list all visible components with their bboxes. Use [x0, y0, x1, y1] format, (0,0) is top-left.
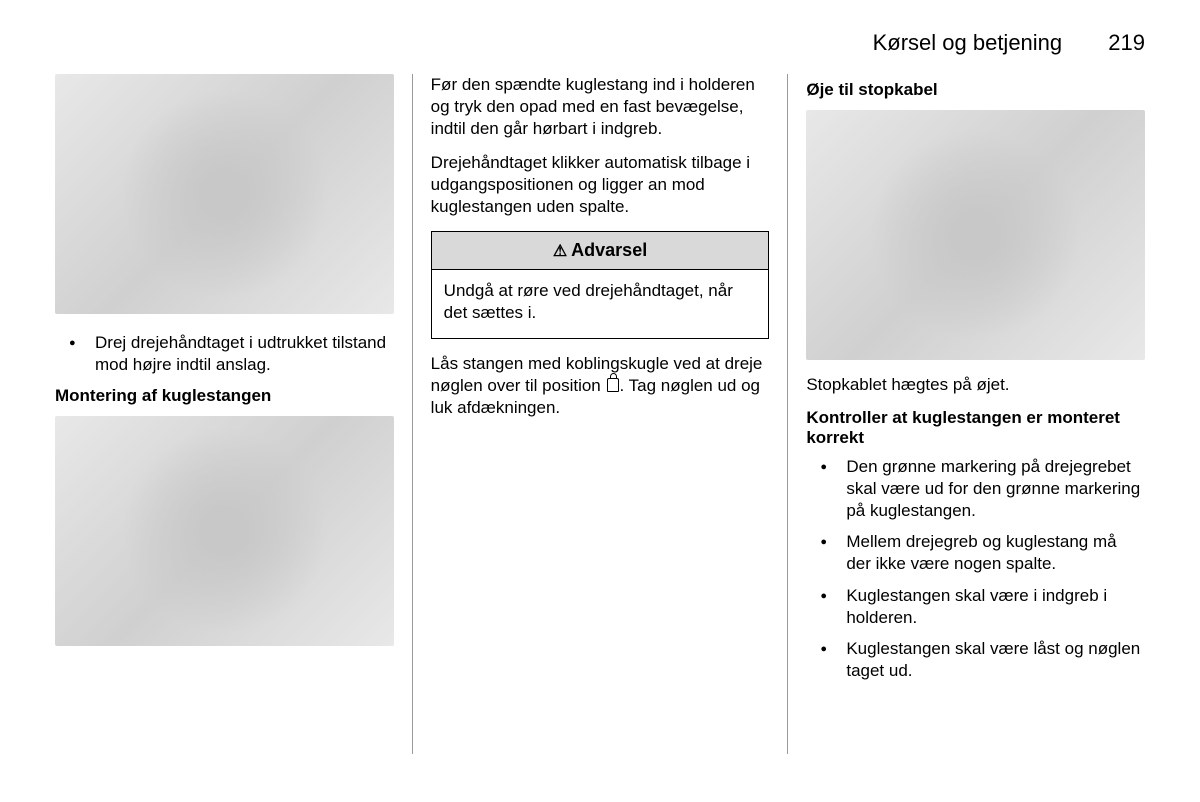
- page-header: Kørsel og betjening 219: [55, 30, 1145, 56]
- subheading-mounting: Montering af kuglestangen: [55, 386, 394, 406]
- figure-rotary-handle: [55, 74, 394, 314]
- paragraph: Stopkablet hægtes på øjet.: [806, 374, 1145, 396]
- column-2: Før den spændte kuglestang ind i holdere…: [413, 74, 788, 754]
- section-title: Kørsel og betjening: [873, 30, 1063, 56]
- warning-box: ⚠Advarsel Undgå at røre ved drejehåndtag…: [431, 231, 770, 339]
- manual-page: Kørsel og betjening 219 Drej drejehåndta…: [0, 0, 1200, 784]
- list-col1: Drej drejehåndtaget i udtrukket tilstand…: [55, 332, 394, 376]
- paragraph: Før den spændte kuglestang ind i holdere…: [431, 74, 770, 140]
- subheading-eyelet: Øje til stopkabel: [806, 80, 1145, 100]
- figure-stop-cable-eyelet: [806, 110, 1145, 360]
- content-columns: Drej drejehåndtaget i udtrukket tilstand…: [55, 74, 1145, 754]
- list-item: Kuglestangen skal være låst og nøglen ta…: [820, 638, 1145, 682]
- subheading-check: Kontroller at kuglestangen er monteret k…: [806, 408, 1145, 448]
- warning-title: Advarsel: [571, 240, 647, 260]
- list-item: Den grønne markering på drejegrebet skal…: [820, 456, 1145, 521]
- warning-header: ⚠Advarsel: [432, 232, 769, 270]
- list-col3: Den grønne markering på drejegrebet skal…: [806, 456, 1145, 682]
- column-1: Drej drejehåndtaget i udtrukket tilstand…: [55, 74, 412, 754]
- list-item: Drej drejehåndtaget i udtrukket tilstand…: [69, 332, 394, 376]
- paragraph: Drejehåndtaget klikker automatisk tilbag…: [431, 152, 770, 218]
- lock-icon: [607, 378, 619, 392]
- warning-body: Undgå at røre ved drejehåndtaget, når de…: [432, 270, 769, 338]
- list-item: Mellem drejegreb og kuglestang må der ik…: [820, 531, 1145, 575]
- column-3: Øje til stopkabel Stopkablet hægtes på ø…: [788, 74, 1145, 754]
- warning-icon: ⚠: [553, 241, 567, 261]
- page-number: 219: [1108, 30, 1145, 56]
- paragraph-lock: Lås stangen med koblingskugle ved at dre…: [431, 353, 770, 419]
- figure-mounting-bar: [55, 416, 394, 646]
- list-item: Kuglestangen skal være i indgreb i holde…: [820, 585, 1145, 629]
